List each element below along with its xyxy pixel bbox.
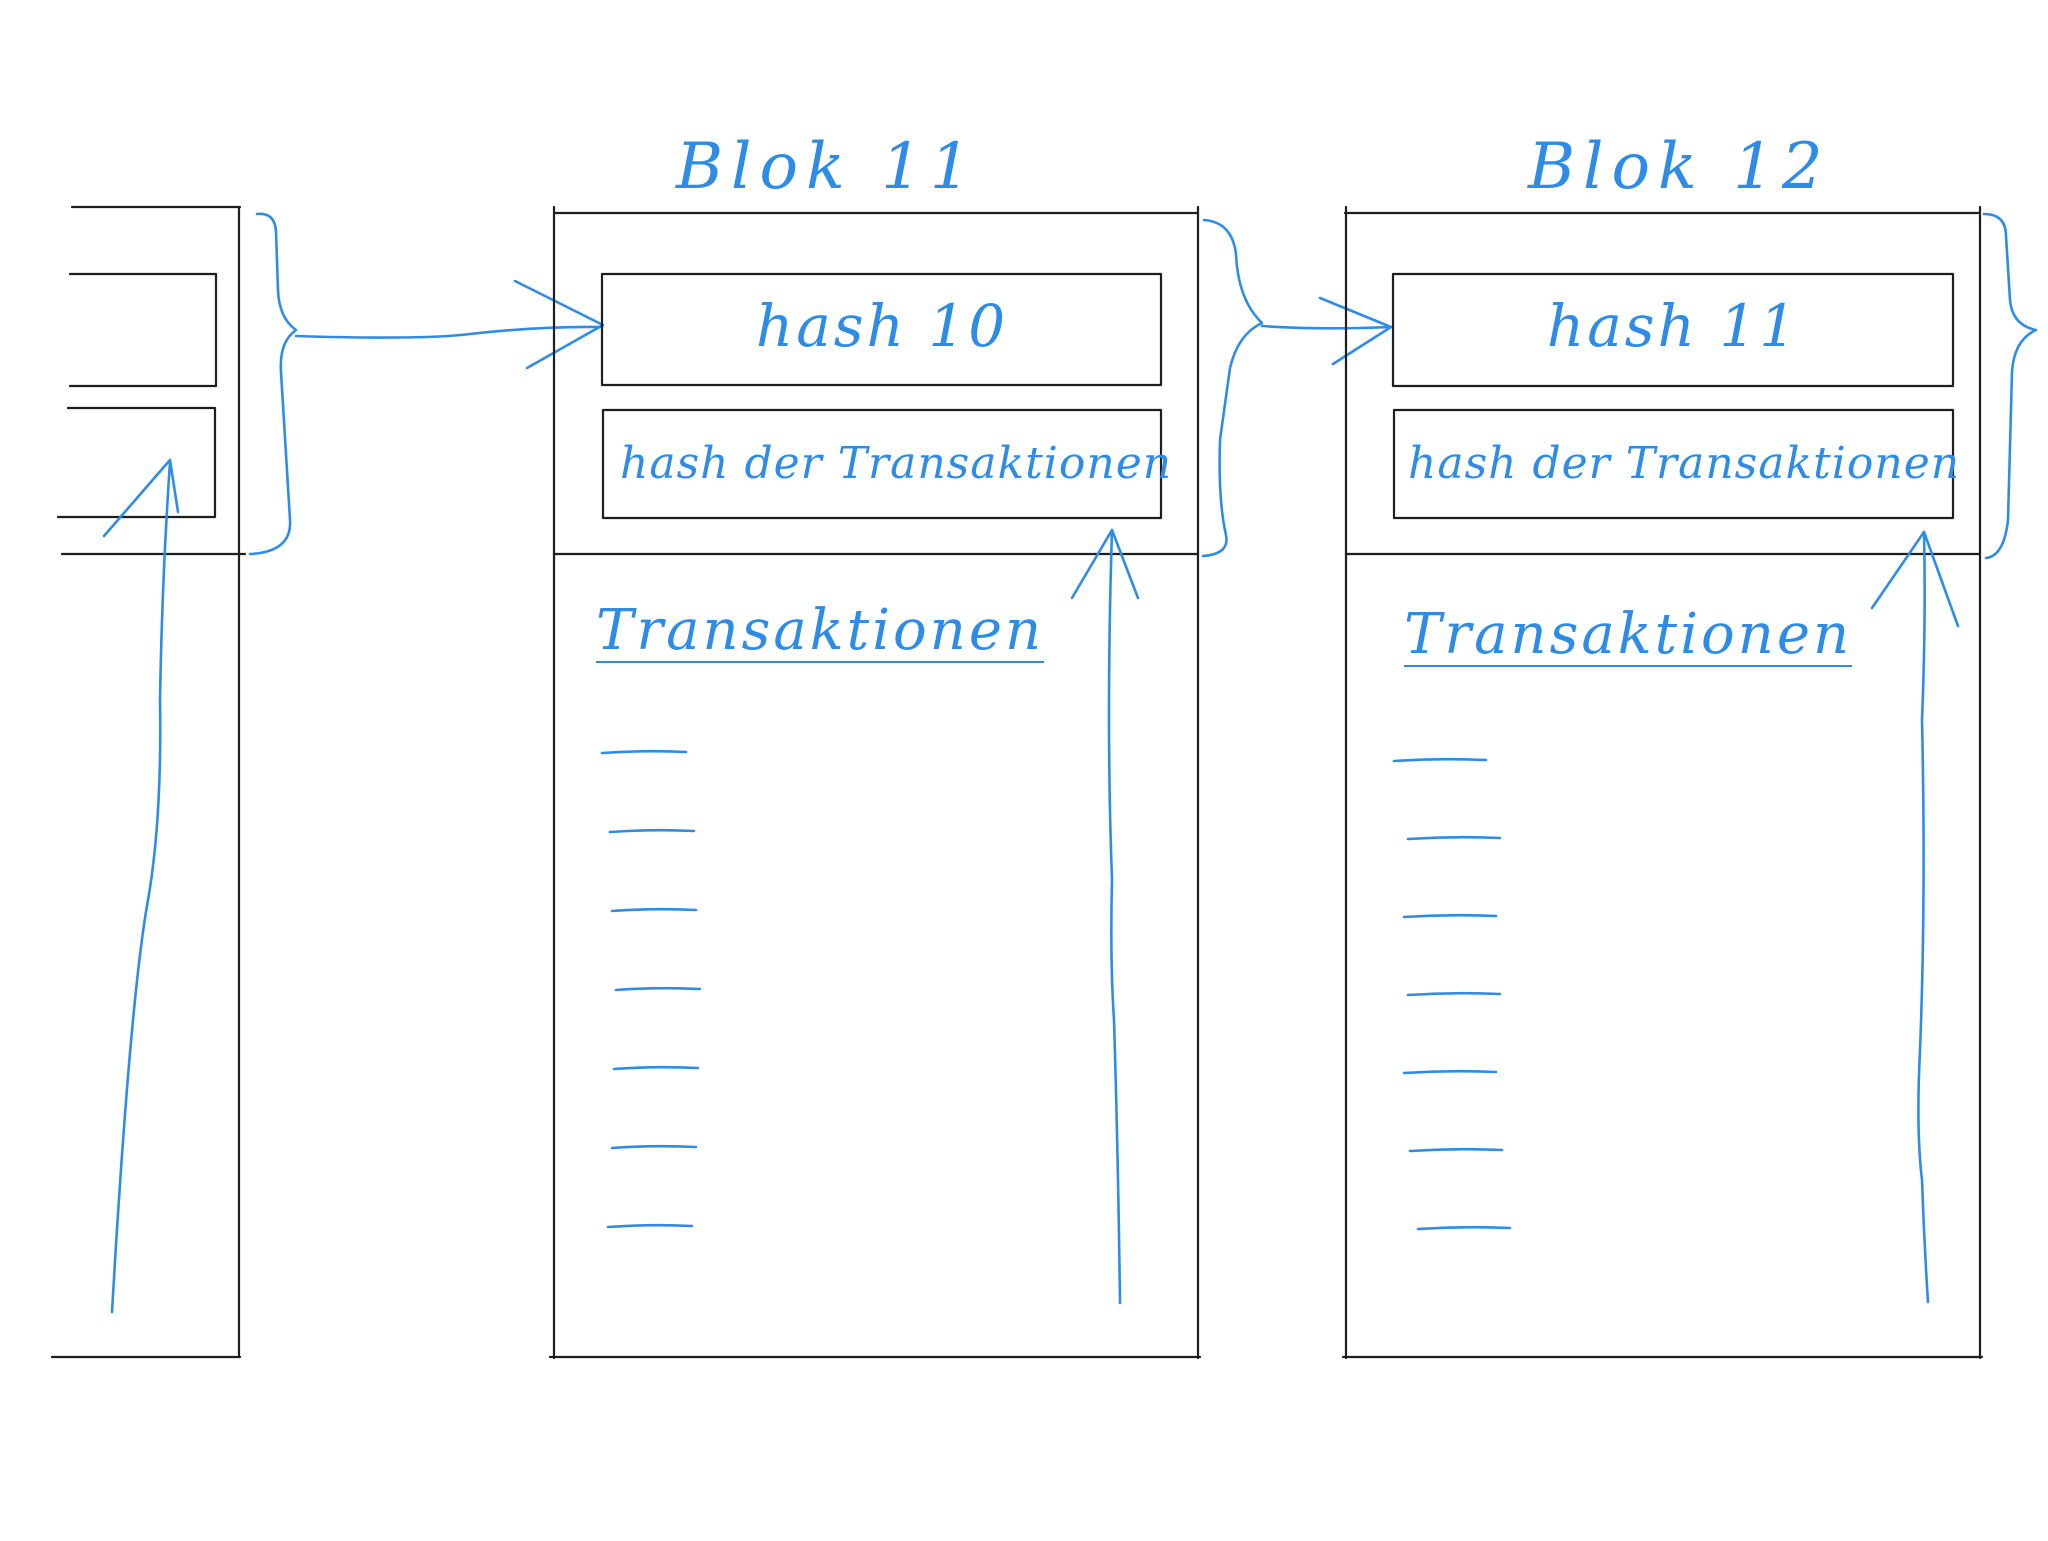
block-11-tx-hash-box: [601, 408, 1163, 520]
block-12-title: Blok 12: [1528, 130, 1831, 204]
previous-block: [50, 205, 605, 1359]
block-12-tx-arrow: [1917, 530, 1930, 1304]
block-12-header-brace: [1982, 212, 2038, 560]
transaction-lines: [600, 749, 1512, 1231]
block-11-transaction-line: [600, 749, 688, 755]
block-11-prev-hash-box: [600, 272, 1163, 387]
block-12-tx-hash-label: hash der Transaktionen: [1408, 438, 1961, 489]
block-12: [1341, 205, 2038, 1360]
block-12-transactions-heading: Transaktionen: [1404, 602, 1853, 667]
block-11-transaction-line: [610, 1144, 698, 1150]
block-11-transactions-heading: Transaktionen: [596, 598, 1045, 663]
previous-block-header-brace: [248, 212, 298, 556]
block-12-transaction-line: [1392, 757, 1488, 763]
arrowhead-hash-to-block-11: [513, 279, 605, 370]
block-11-transaction-line: [606, 1223, 694, 1229]
block-11-transaction-line: [612, 1065, 700, 1071]
block-12-transaction-line: [1406, 991, 1502, 997]
block-12-transaction-line: [1402, 1069, 1498, 1075]
block-11-transaction-line: [608, 828, 696, 834]
block-11-header-brace: [1201, 218, 1264, 558]
previous-block-tx-arrowhead: [102, 458, 180, 538]
arrow-hash-to-block-12: [1260, 324, 1392, 330]
previous-block-tx-arrow: [110, 460, 172, 1314]
block-12-transaction-line: [1406, 835, 1502, 841]
block-12-tx-arrowhead: [1870, 530, 1960, 628]
block-12-transaction-line: [1402, 913, 1498, 919]
block-12-prev-hash-label: hash 11: [1546, 292, 1800, 360]
previous-block-hash-box-upper: [68, 272, 218, 388]
block-11: [548, 205, 1393, 1360]
block-12-transaction-line: [1408, 1147, 1504, 1153]
block-11-transaction-line: [614, 986, 702, 992]
block-11-tx-arrowhead: [1070, 528, 1140, 600]
block-12-transaction-line: [1416, 1225, 1512, 1231]
block-11-transaction-line: [610, 907, 698, 913]
block-11-tx-hash-label: hash der Transaktionen: [620, 438, 1173, 489]
block-11-title: Blok 11: [676, 130, 979, 204]
arrowhead-hash-to-block-12: [1318, 296, 1393, 366]
block-12-prev-hash-box: [1391, 272, 1955, 388]
block-11-tx-arrow: [1107, 528, 1122, 1305]
previous-block-hash-box-lower: [56, 406, 217, 519]
arrow-hash-to-block-11: [294, 325, 604, 339]
block-11-prev-hash-label: hash 10: [755, 292, 1009, 360]
block-12-tx-hash-box: [1392, 408, 1955, 520]
